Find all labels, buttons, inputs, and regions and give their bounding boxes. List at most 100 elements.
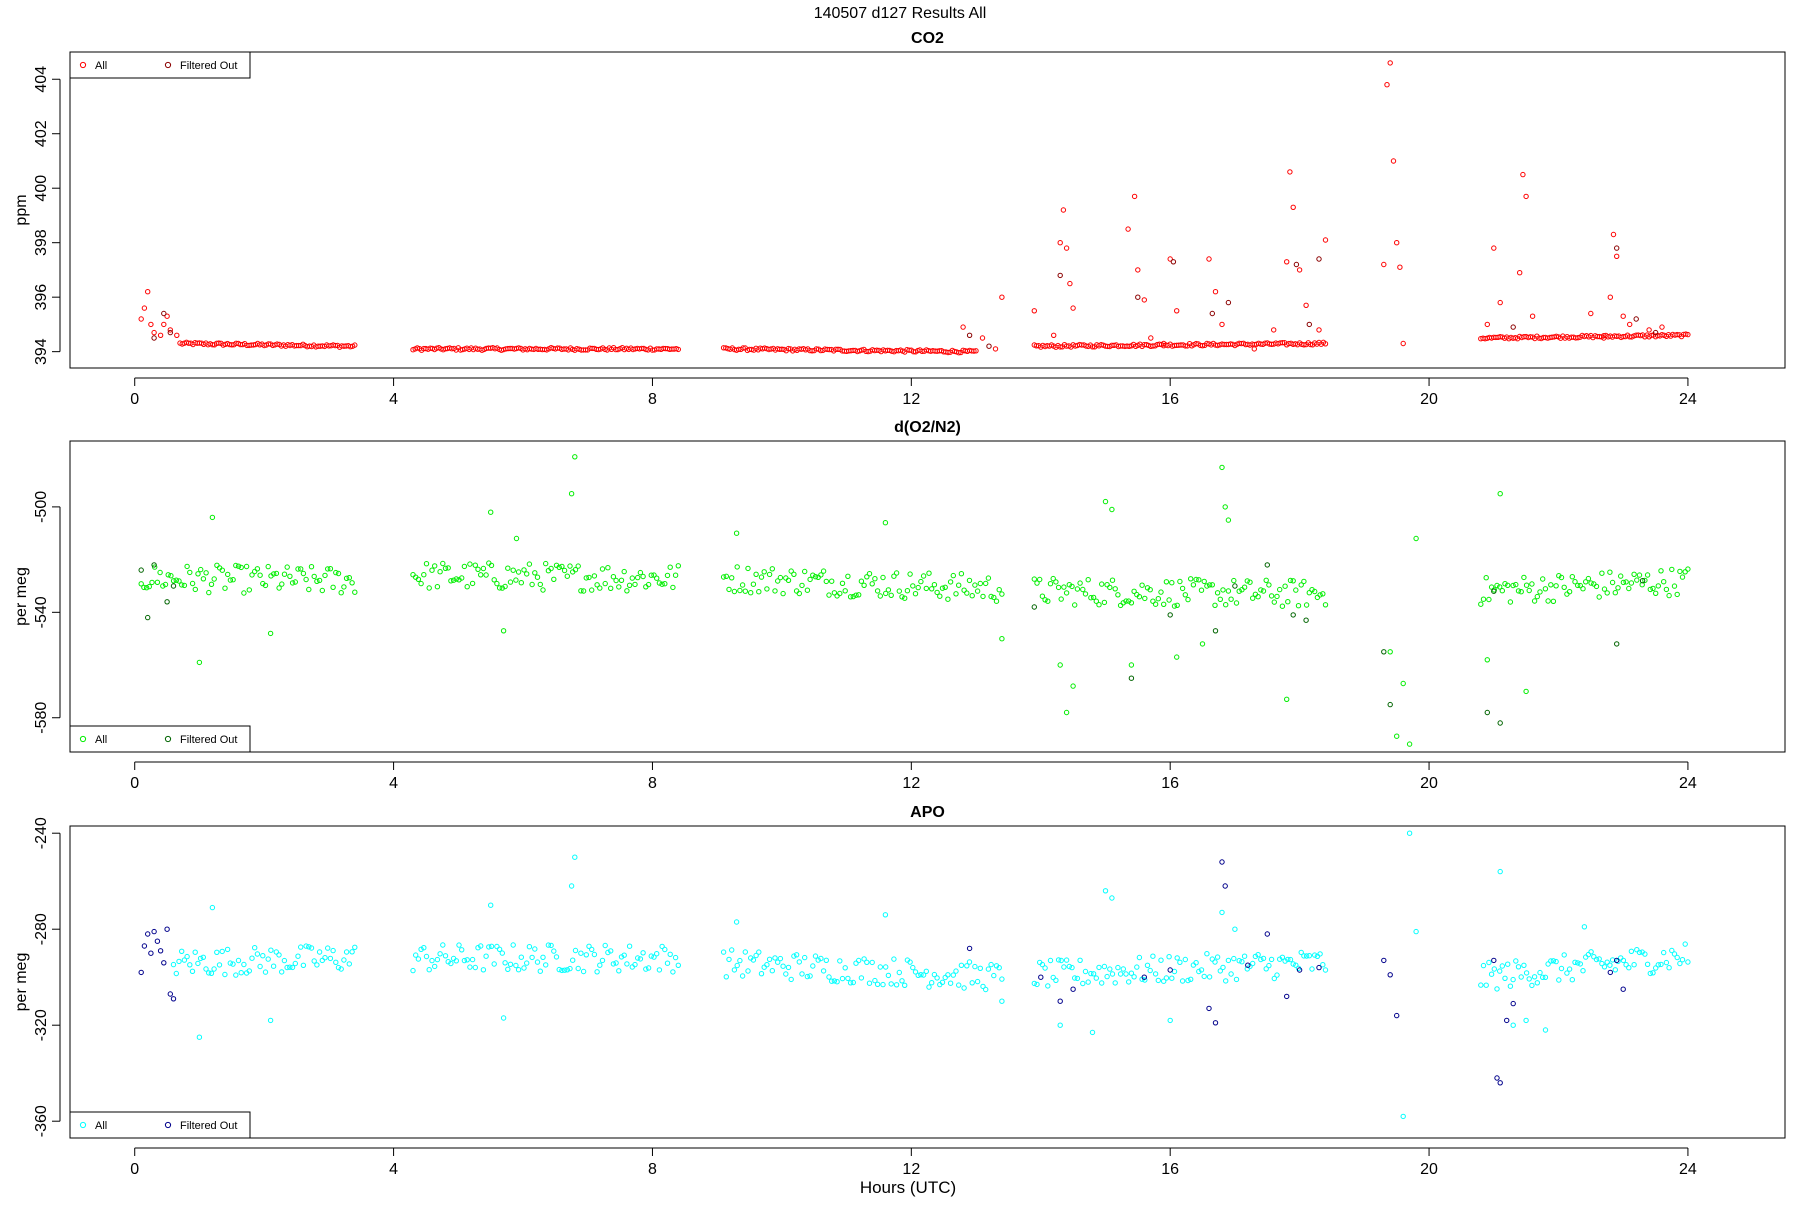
- point-all-do2n2: [864, 574, 870, 580]
- point-all-apo: [1255, 952, 1261, 958]
- point-all-apo: [1502, 975, 1508, 981]
- point-all-apo: [988, 961, 994, 968]
- point-all-do2n2: [279, 581, 285, 587]
- point-all-do2n2: [1161, 601, 1167, 607]
- point-all-do2n2: [1596, 594, 1602, 600]
- point-all-apo: [1510, 1022, 1516, 1028]
- point-all-do2n2: [494, 580, 500, 587]
- point-all-do2n2: [289, 580, 296, 586]
- y-axis-label-apo: per meg: [13, 953, 30, 1012]
- point-all-do2n2: [988, 593, 994, 600]
- point-all-do2n2: [1163, 579, 1170, 585]
- point-all-co2: [813, 346, 820, 352]
- point-all-do2n2: [196, 659, 203, 666]
- point-all-do2n2: [953, 591, 959, 597]
- point-all-do2n2: [885, 587, 892, 593]
- point-filtered-co2: [151, 335, 157, 341]
- point-all-apo: [1069, 964, 1075, 971]
- point-all-do2n2: [1117, 602, 1124, 609]
- point-filtered-apo: [1510, 1000, 1516, 1007]
- panel-apo: APO per meg 0 4 8 12 16 20 24 -240 -280 -320 -360 All…: [13, 804, 1786, 1178]
- point-all-do2n2: [991, 594, 997, 601]
- point-all-do2n2: [1072, 602, 1078, 608]
- point-all-do2n2: [429, 567, 435, 573]
- point-all-co2: [1067, 280, 1073, 287]
- point-all-apo: [561, 967, 568, 973]
- point-all-do2n2: [1150, 598, 1156, 604]
- point-all-co2: [1527, 334, 1534, 340]
- point-all-do2n2: [209, 514, 216, 521]
- point-all-apo: [785, 964, 792, 971]
- point-all-do2n2: [793, 588, 800, 594]
- point-all-do2n2: [200, 576, 207, 582]
- point-all-apo: [793, 952, 800, 958]
- point-all-apo: [985, 966, 992, 972]
- point-all-do2n2: [726, 586, 732, 593]
- point-all-apo: [1258, 956, 1264, 963]
- point-all-do2n2: [605, 565, 611, 571]
- point-all-apo: [1620, 957, 1627, 964]
- point-all-do2n2: [1497, 491, 1503, 497]
- point-filtered-apo: [138, 969, 144, 976]
- point-all-apo: [1483, 982, 1489, 988]
- point-all-do2n2: [1634, 577, 1640, 583]
- point-all-apo: [195, 960, 201, 967]
- point-all-do2n2: [440, 560, 446, 567]
- point-all-do2n2: [756, 589, 762, 595]
- point-all-apo: [500, 1015, 507, 1021]
- point-all-apo: [1155, 977, 1162, 984]
- point-all-co2: [956, 350, 962, 356]
- legend-label-all-apo: All: [95, 1120, 107, 1132]
- point-all-do2n2: [295, 566, 301, 572]
- y-tick-label-apo: -360: [33, 1105, 50, 1137]
- x-tick-label-co2: 20: [1420, 391, 1438, 408]
- point-all-co2: [1135, 267, 1141, 273]
- point-all-do2n2: [1505, 582, 1511, 588]
- point-all-apo: [1510, 976, 1516, 983]
- point-filtered-co2: [1170, 259, 1177, 265]
- point-all-do2n2: [883, 590, 889, 597]
- point-all-do2n2: [219, 567, 226, 573]
- point-all-do2n2: [799, 582, 805, 589]
- point-all-do2n2: [437, 569, 443, 575]
- point-all-do2n2: [904, 588, 911, 594]
- point-all-do2n2: [1102, 498, 1109, 505]
- point-filtered-apo: [1296, 967, 1303, 973]
- point-all-do2n2: [1287, 577, 1294, 584]
- point-filtered-do2n2: [1639, 578, 1646, 584]
- point-all-apo: [526, 944, 533, 950]
- point-all-co2: [157, 332, 164, 338]
- legend-marker-all-apo: [79, 1121, 87, 1129]
- point-all-do2n2: [1523, 582, 1530, 588]
- point-all-apo: [499, 950, 505, 956]
- point-all-apo: [1279, 954, 1286, 960]
- point-all-do2n2: [162, 581, 169, 588]
- point-all-do2n2: [238, 564, 244, 571]
- point-all-co2: [1031, 308, 1038, 314]
- point-all-apo: [764, 962, 770, 968]
- point-all-apo: [880, 981, 886, 988]
- point-filtered-do2n2: [170, 583, 177, 589]
- point-all-apo: [775, 959, 781, 965]
- point-all-apo: [1134, 964, 1140, 970]
- point-all-do2n2: [198, 566, 204, 573]
- point-all-do2n2: [448, 578, 454, 584]
- x-tick-label-apo: 4: [389, 1161, 398, 1178]
- point-filtered-apo: [141, 943, 148, 949]
- point-all-co2: [161, 321, 167, 328]
- point-all-co2: [1141, 297, 1148, 303]
- point-all-co2: [1529, 313, 1536, 319]
- point-all-apo: [556, 966, 562, 973]
- point-all-apo: [524, 960, 530, 966]
- point-all-do2n2: [505, 565, 511, 571]
- point-all-do2n2: [1260, 588, 1267, 594]
- point-all-apo: [637, 956, 644, 962]
- point-all-apo: [1241, 953, 1248, 959]
- point-all-co2: [1520, 171, 1526, 178]
- point-all-do2n2: [510, 567, 516, 573]
- point-filtered-apo: [1284, 993, 1290, 1000]
- point-all-do2n2: [572, 454, 578, 460]
- y-tick-label-co2: 402: [33, 120, 50, 147]
- point-all-do2n2: [1188, 576, 1194, 582]
